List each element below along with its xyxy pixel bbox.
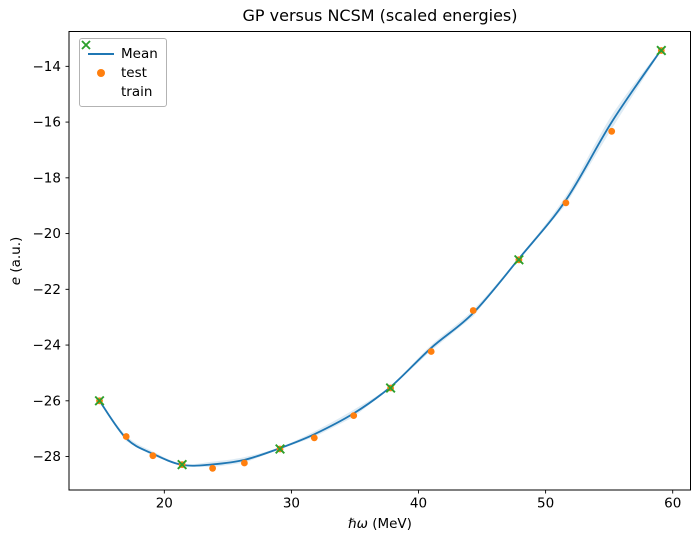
legend-label-train: train — [121, 83, 153, 100]
legend-line-sample — [87, 52, 115, 55]
y-tick-label: −22 — [33, 282, 62, 298]
test-dot-icon — [97, 68, 105, 77]
train-point — [275, 444, 285, 454]
test-point — [310, 434, 318, 442]
legend: Mean test train — [79, 38, 167, 107]
x-tick-label: 50 — [537, 496, 554, 512]
confidence-band — [99, 48, 662, 468]
train-point — [513, 254, 524, 265]
test-point — [427, 348, 435, 355]
x-axis-label-symbol: ℏω — [348, 516, 368, 532]
y-tick-label: −20 — [33, 226, 62, 242]
mean-line — [98, 48, 663, 467]
y-tick-label: −24 — [33, 338, 62, 354]
legend-label-mean: Mean — [121, 45, 158, 62]
x-tick-label: 40 — [410, 496, 427, 512]
train-point — [656, 45, 667, 56]
train-point — [385, 383, 396, 393]
test-point — [149, 452, 157, 460]
chart-title: GP versus NCSM (scaled energies) — [242, 6, 518, 25]
test-point — [608, 127, 616, 135]
x-tick-label: 20 — [156, 496, 173, 512]
y-tick-label: −26 — [33, 393, 62, 409]
y-tick-label: −14 — [33, 59, 62, 75]
test-point — [209, 464, 217, 472]
test-point — [562, 199, 570, 207]
y-tick-label: −16 — [33, 115, 62, 131]
y-tick-label: −28 — [33, 449, 62, 465]
y-axis-label: e (a.u.) — [8, 237, 24, 286]
x-axis-label-unit: (MeV) — [367, 516, 412, 532]
train-x-icon — [81, 40, 91, 50]
legend-item-test: test — [87, 63, 160, 82]
y-axis-label-unit: (a.u.) — [8, 236, 24, 277]
test-point — [241, 459, 248, 467]
plot-border — [68, 31, 691, 491]
train-point — [177, 459, 188, 470]
legend-item-train: train — [81, 40, 160, 101]
y-tick-label: −18 — [33, 170, 62, 186]
mean-line-icon — [88, 52, 114, 55]
legend-item-mean: Mean — [87, 44, 160, 63]
x-tick-label: 60 — [664, 496, 681, 512]
legend-label-test: test — [121, 64, 147, 81]
x-axis-label: ℏω (MeV) — [69, 516, 691, 532]
train-point — [94, 395, 105, 406]
legend-circle-sample — [87, 68, 115, 77]
y-axis-label-symbol: e — [8, 276, 24, 286]
x-tick-label: 30 — [283, 496, 300, 512]
test-point — [469, 307, 477, 314]
test-point — [122, 433, 130, 440]
test-point — [350, 412, 358, 419]
